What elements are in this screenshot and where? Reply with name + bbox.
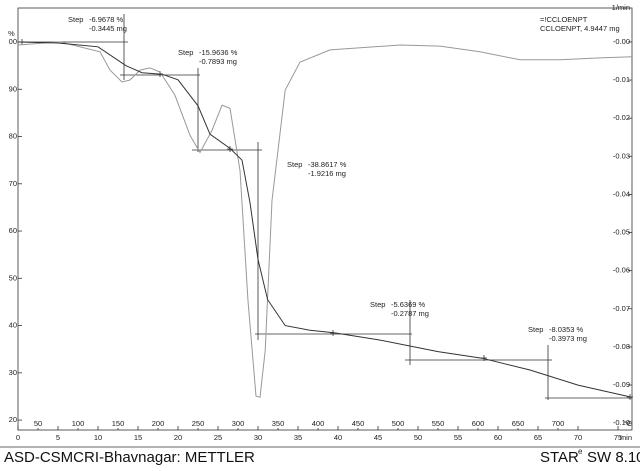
x-tick-label: 0 <box>16 433 20 442</box>
x-tick-label: 5 <box>56 433 60 442</box>
annotation-label: Step <box>68 15 83 24</box>
x2-tick-label: 150 <box>112 419 125 428</box>
x-tick-label: 55 <box>454 433 462 442</box>
footer-left: ASD-CSMCRI-Bhavnagar: METTLER <box>4 449 255 466</box>
annotation-label: Step <box>178 48 193 57</box>
y2-tick-label: -0.07 <box>613 304 630 313</box>
y-tick-label: 60 <box>9 226 17 235</box>
annotation-value: -0.3445 mg <box>89 24 127 33</box>
footer-right-sup: e <box>578 447 583 456</box>
y2-tick-label: -0.01 <box>613 75 630 84</box>
y-tick-label: 40 <box>9 321 17 330</box>
annotation-label: Step <box>528 325 543 334</box>
step-markers <box>19 39 633 400</box>
x-tick-label: 25 <box>214 433 222 442</box>
x-tick-label: 15 <box>134 433 142 442</box>
y-tick-label: 90 <box>9 84 17 93</box>
x2-tick-label: 200 <box>152 419 165 428</box>
y-tick-label: 70 <box>9 179 17 188</box>
y2-tick-label: -0.04 <box>613 189 630 198</box>
x2-tick-label: 100 <box>72 419 85 428</box>
x2-tick-label: 500 <box>392 419 405 428</box>
x-tick-label: 30 <box>254 433 262 442</box>
y2-tick-label: -0.03 <box>613 151 630 160</box>
y2-tick-label: -0.06 <box>613 266 630 275</box>
x-tick-label: 75 <box>614 433 622 442</box>
x2-tick-label: 250 <box>192 419 205 428</box>
y2-tick-label: -0.05 <box>613 228 630 237</box>
y-tick-label: 80 <box>9 132 17 141</box>
legend-entry: CCLOENPT, 4.9447 mg <box>540 24 620 33</box>
annotation-label: Step <box>370 300 385 309</box>
x2-tick-label: 700 <box>552 419 565 428</box>
annotation-label: Step <box>287 160 302 169</box>
series-line <box>17 41 633 398</box>
footer-right: STAR <box>540 449 579 466</box>
y2-tick-label: -0.09 <box>613 380 630 389</box>
x-tick-label: 70 <box>574 433 582 442</box>
x2-tick-label: 600 <box>472 419 485 428</box>
y2-tick-label: -0.10 <box>613 418 630 427</box>
y2-axis-label: 1/min <box>612 3 630 12</box>
y-tick-label: 50 <box>9 273 17 282</box>
step-construction <box>18 14 632 400</box>
x-tick-label: 10 <box>94 433 102 442</box>
x-tick-label: 65 <box>534 433 542 442</box>
x-tick-label: 20 <box>174 433 182 442</box>
x2-tick-label: 50 <box>34 419 42 428</box>
x-tick-label: 35 <box>294 433 302 442</box>
annotation-value: -0.2787 mg <box>391 309 429 318</box>
y2-tick-label: -0.02 <box>613 113 630 122</box>
legend-entry: =!CCLOENPT <box>540 15 588 24</box>
x2-tick-label: 350 <box>272 419 285 428</box>
x-tick-label: 45 <box>374 433 382 442</box>
step-lines <box>18 14 633 400</box>
y-tick-label: 30 <box>9 368 17 377</box>
plot-frame <box>17 7 633 431</box>
annotation-value: -0.7893 mg <box>199 57 237 66</box>
y-tick-label: 00 <box>9 37 17 46</box>
series-line <box>17 41 631 398</box>
x2-tick-label: 450 <box>352 419 365 428</box>
annotation-value: -0.3973 mg <box>549 334 587 343</box>
y-axis-label: % <box>8 29 15 38</box>
x-tick-label: 40 <box>334 433 342 442</box>
x2-tick-label: 400 <box>312 419 325 428</box>
y-tick-label: 20 <box>9 415 17 424</box>
annotation-value: -6.9678 % <box>89 15 124 24</box>
x2-tick-label: 650 <box>512 419 525 428</box>
annotation-value: -1.9216 mg <box>308 169 346 178</box>
x2-tick-label: 550 <box>432 419 445 428</box>
annotation-value: -5.6369 % <box>391 300 426 309</box>
annotation-value: -8.0353 % <box>549 325 584 334</box>
x-tick-label: 50 <box>414 433 422 442</box>
x2-tick-label: 300 <box>232 419 245 428</box>
annotation-value: -38.8617 % <box>308 160 347 169</box>
y2-tick-label: -0.08 <box>613 342 630 351</box>
footer-right-version: SW 8.10 <box>587 449 640 466</box>
x-axis-label: min <box>620 433 632 442</box>
y2-tick-label: -0.00 <box>613 37 630 46</box>
annotation-value: -15.9636 % <box>199 48 238 57</box>
x-tick-label: 60 <box>494 433 502 442</box>
